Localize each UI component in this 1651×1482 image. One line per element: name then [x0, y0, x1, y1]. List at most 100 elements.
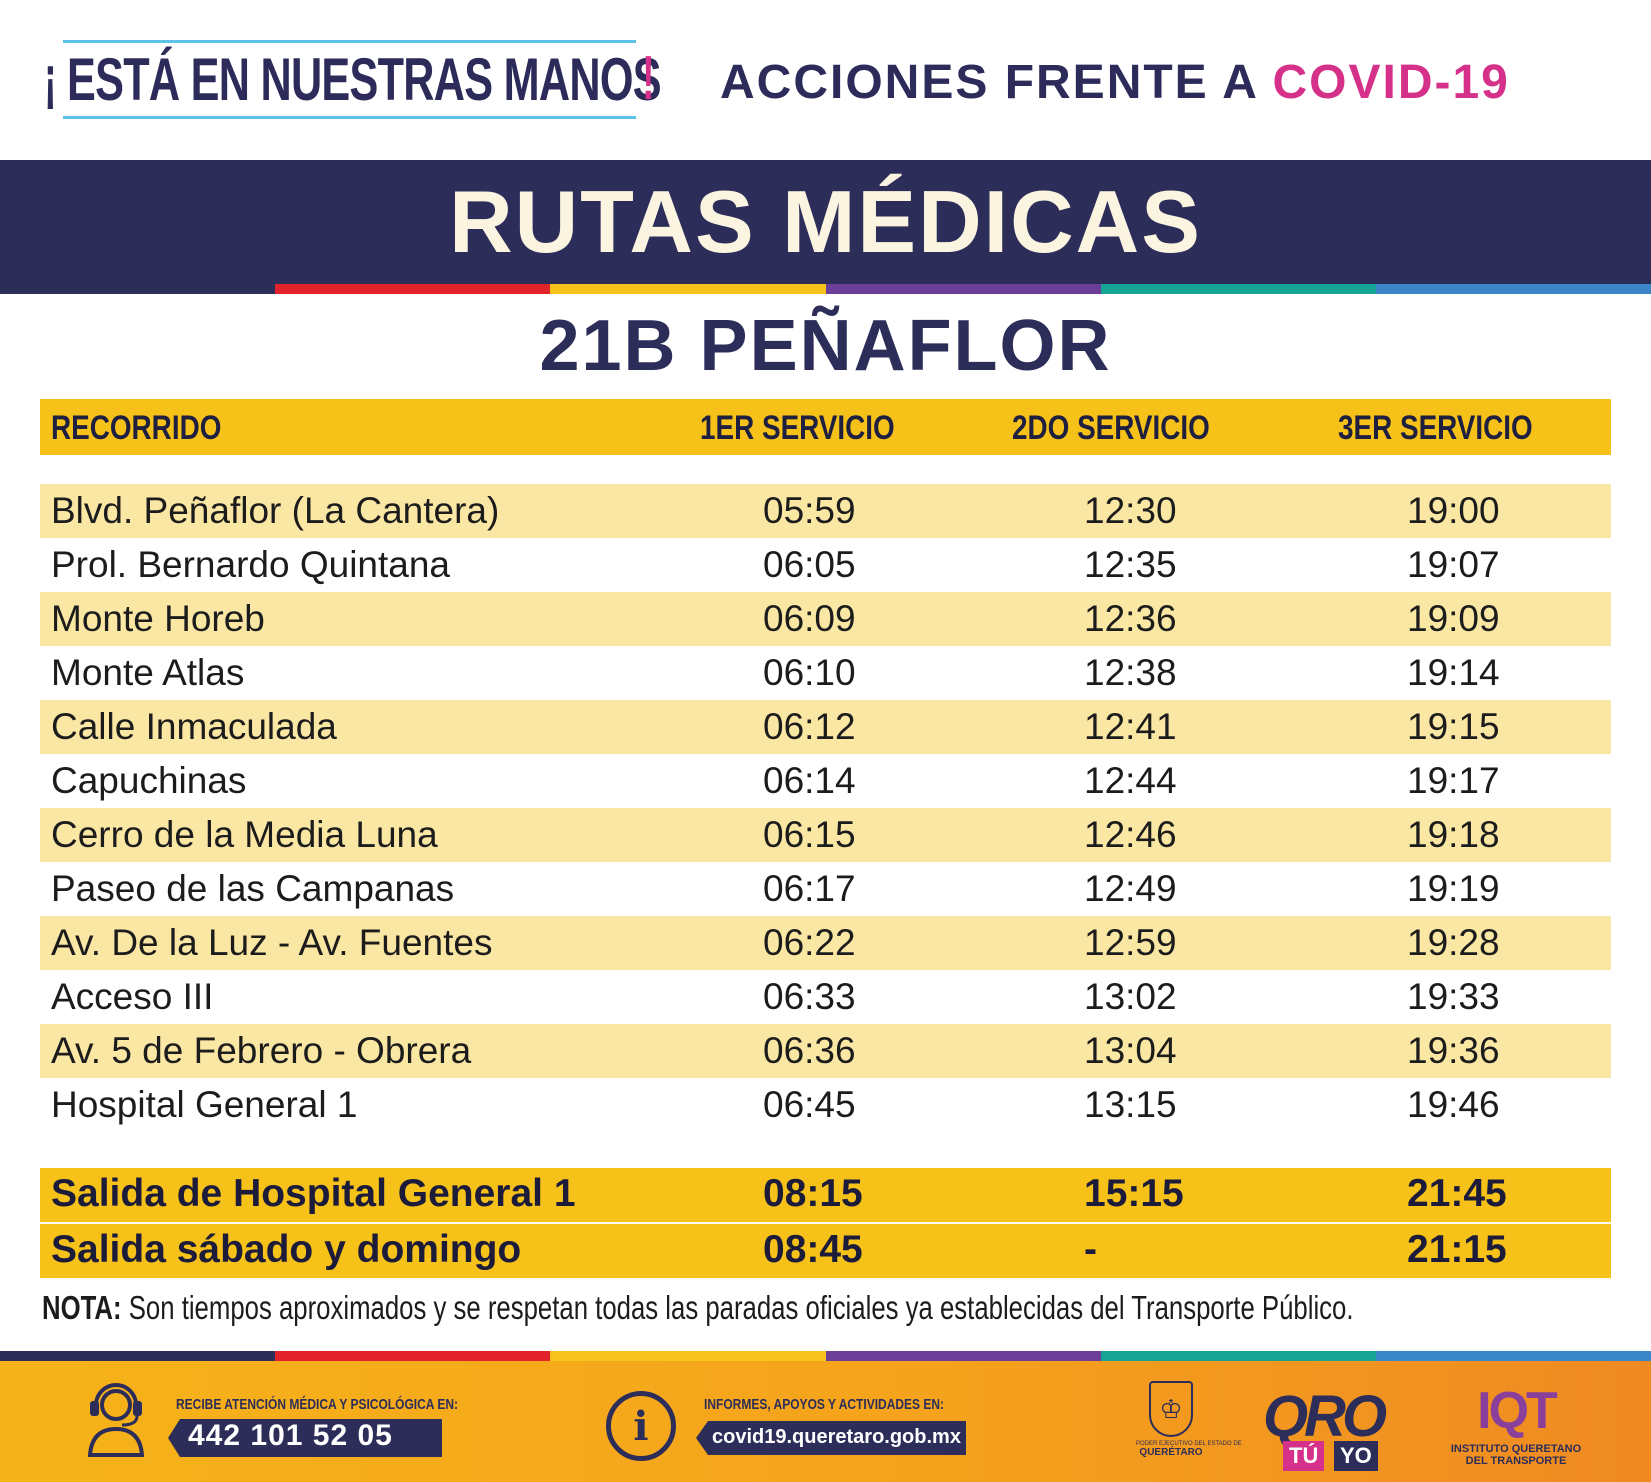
- stop-name: Paseo de las Campanas: [51, 868, 455, 909]
- table-row: Av. 5 de Febrero - Obrera 06:36 13:04 19…: [40, 1024, 1611, 1078]
- note-label: NOTA:: [42, 1289, 122, 1326]
- table-row: Acceso III 06:33 13:02 19:33: [40, 970, 1611, 1024]
- schedule-rows: Blvd. Peñaflor (La Cantera) 05:59 12:30 …: [40, 484, 1611, 1132]
- slogan-box: ESTÁ EN NUESTRAS MANOS: [62, 39, 662, 119]
- departure-service-1: 08:45: [763, 1228, 863, 1271]
- note: NOTA: Son tiempos aproximados y se respe…: [42, 1289, 1354, 1327]
- table-row: Hospital General 1 06:45 13:15 19:46: [40, 1078, 1611, 1132]
- stop-name: Blvd. Peñaflor (La Cantera): [51, 490, 500, 531]
- table-header: RECORRIDO 1ER SERVICIO 2DO SERVICIO 3ER …: [40, 399, 1611, 455]
- stop-name: Hospital General 1: [51, 1084, 358, 1125]
- gov-name: QUERÉTARO: [1139, 1447, 1203, 1458]
- time-service-3: 19:33: [1407, 976, 1500, 1017]
- iqt-line-2: DEL TRANSPORTE: [1465, 1455, 1567, 1467]
- slogan-open-mark: ¡: [44, 44, 57, 113]
- stop-name: Av. De la Luz - Av. Fuentes: [51, 922, 493, 963]
- departure-service-2: 15:15: [1084, 1172, 1184, 1215]
- time-service-1: 06:22: [763, 922, 856, 963]
- info-icon: i: [606, 1391, 676, 1461]
- page-title: RUTAS MÉDICAS: [449, 172, 1202, 271]
- gov-small-text: PODER EJECUTIVO DEL ESTADO DE: [1136, 1441, 1242, 1447]
- departure-row-weekend: Salida sábado y domingo 08:45 - 21:15: [40, 1224, 1611, 1278]
- stop-name: Prol. Bernardo Quintana: [51, 544, 451, 585]
- slogan-text: ESTÁ EN NUESTRAS MANOS: [66, 45, 662, 113]
- route-title: 21B PEÑAFLOR: [539, 306, 1112, 386]
- note-text: Son tiempos aproximados y se respetan to…: [128, 1289, 1354, 1326]
- departure-service-1: 08:15: [763, 1172, 863, 1215]
- table-row: Blvd. Peñaflor (La Cantera) 05:59 12:30 …: [40, 484, 1611, 538]
- stop-name: Calle Inmaculada: [51, 706, 337, 747]
- time-service-3: 19:09: [1407, 598, 1500, 639]
- iqt-line-1: INSTITUTO QUERETANO: [1450, 1443, 1582, 1455]
- departure-service-2: -: [1084, 1228, 1097, 1271]
- footer: RECIBE ATENCIÓN MÉDICA Y PSICOLÓGICA EN:…: [0, 1361, 1651, 1482]
- departure-row-weekday: Salida de Hospital General 1 08:15 15:15…: [40, 1168, 1611, 1222]
- website-link[interactable]: covid19.queretaro.gob.mx: [712, 1426, 961, 1448]
- time-service-2: 12:35: [1084, 544, 1177, 585]
- time-service-3: 19:00: [1407, 490, 1500, 531]
- time-service-2: 12:59: [1084, 922, 1177, 963]
- header-service-3: 3ER SERVICIO: [1338, 409, 1533, 447]
- time-service-1: 06:10: [763, 652, 856, 693]
- header-service-1: 1ER SERVICIO: [700, 409, 895, 447]
- title-band: RUTAS MÉDICAS: [0, 160, 1651, 284]
- stop-name: Capuchinas: [51, 760, 247, 801]
- table-row: Capuchinas 06:14 12:44 19:17: [40, 754, 1611, 808]
- time-service-3: 19:14: [1407, 652, 1500, 693]
- help-label: RECIBE ATENCIÓN MÉDICA Y PSICOLÓGICA EN:: [176, 1396, 459, 1413]
- time-service-3: 19:19: [1407, 868, 1500, 909]
- iqt-word: IQT: [1477, 1382, 1558, 1440]
- color-stripes-bottom: [0, 1351, 1651, 1361]
- top-header: ¡ ESTÁ EN NUESTRAS MANOS ! ACCIONES FREN…: [0, 0, 1651, 160]
- seal-icon: ♔: [1149, 1381, 1193, 1437]
- stop-name: Acceso III: [51, 976, 214, 1017]
- time-service-1: 06:17: [763, 868, 856, 909]
- time-service-1: 06:45: [763, 1084, 856, 1125]
- queretaro-government-logo: ♔ PODER EJECUTIVO DEL ESTADO DE QUERÉTAR…: [1136, 1381, 1242, 1475]
- time-service-1: 05:59: [763, 490, 856, 531]
- time-service-2: 12:49: [1084, 868, 1177, 909]
- table-row: Prol. Bernardo Quintana 06:05 12:35 19:0…: [40, 538, 1611, 592]
- header-recorrido: RECORRIDO: [51, 409, 222, 447]
- time-service-3: 19:07: [1407, 544, 1500, 585]
- covid-highlight: COVID-19: [1272, 56, 1510, 109]
- qro-tu-yo-logo: QRO TÚ YO: [1258, 1383, 1388, 1475]
- time-service-2: 13:15: [1084, 1084, 1177, 1125]
- stop-name: Monte Horeb: [51, 598, 265, 639]
- time-service-2: 13:02: [1084, 976, 1177, 1017]
- time-service-2: 12:36: [1084, 598, 1177, 639]
- time-service-1: 06:05: [763, 544, 856, 585]
- stop-name: Cerro de la Media Luna: [51, 814, 438, 855]
- table-row: Monte Atlas 06:10 12:38 19:14: [40, 646, 1611, 700]
- qro-yo: YO: [1334, 1441, 1378, 1471]
- time-service-3: 19:28: [1407, 922, 1500, 963]
- time-service-1: 06:36: [763, 1030, 856, 1071]
- stop-name: Av. 5 de Febrero - Obrera: [51, 1030, 472, 1071]
- time-service-3: 19:36: [1407, 1030, 1500, 1071]
- table-row: Calle Inmaculada 06:12 12:41 19:15: [40, 700, 1611, 754]
- time-service-2: 12:41: [1084, 706, 1177, 747]
- table-row: Paseo de las Campanas 06:17 12:49 19:19: [40, 862, 1611, 916]
- time-service-1: 06:09: [763, 598, 856, 639]
- time-service-2: 12:44: [1084, 760, 1177, 801]
- departure-service-3: 21:45: [1407, 1172, 1507, 1215]
- phone-number[interactable]: 442 101 52 05: [188, 1419, 393, 1452]
- time-service-2: 12:38: [1084, 652, 1177, 693]
- table-row: Av. De la Luz - Av. Fuentes 06:22 12:59 …: [40, 916, 1611, 970]
- departure-label: Salida sábado y domingo: [51, 1228, 522, 1271]
- time-service-3: 19:15: [1407, 706, 1500, 747]
- table-row: Monte Horeb 06:09 12:36 19:09: [40, 592, 1611, 646]
- color-stripes-top: [0, 284, 1651, 294]
- time-service-3: 19:18: [1407, 814, 1500, 855]
- header-service-2: 2DO SERVICIO: [1012, 409, 1210, 447]
- time-service-1: 06:15: [763, 814, 856, 855]
- stop-name: Monte Atlas: [51, 652, 245, 693]
- departure-label: Salida de Hospital General 1: [51, 1172, 576, 1215]
- iqt-logo: IQT INSTITUTO QUERETANO DEL TRANSPORTE: [1446, 1383, 1586, 1475]
- time-service-1: 06:33: [763, 976, 856, 1017]
- actions-heading: ACCIONES FRENTE A COVID-19: [720, 55, 1510, 110]
- slogan: ¡ ESTÁ EN NUESTRAS MANOS !: [40, 36, 662, 122]
- departure-service-3: 21:15: [1407, 1228, 1507, 1271]
- qro-word: QRO: [1262, 1384, 1387, 1449]
- slogan-close-mark: !: [641, 44, 655, 113]
